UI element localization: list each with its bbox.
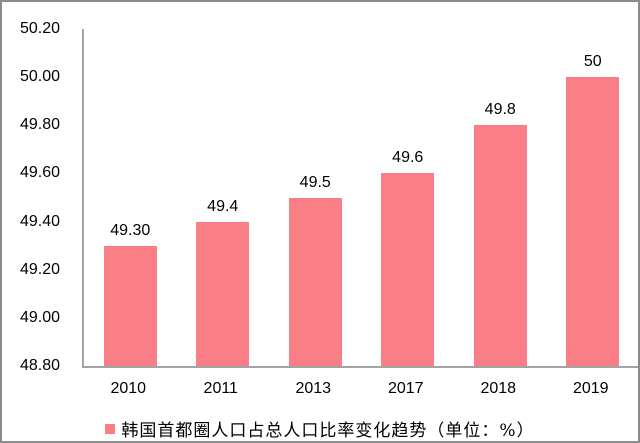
legend-swatch-icon	[105, 423, 116, 434]
bar-2017	[381, 173, 435, 366]
y-tick-label: 49.60	[19, 164, 60, 182]
legend-label: 韩国首都圈人口占总人口比率变化趋势（单位：%）	[121, 421, 535, 441]
bar-value-label: 49.4	[207, 197, 239, 215]
bar-2010	[103, 245, 157, 366]
y-tick-label: 50.00	[19, 68, 60, 86]
y-tick-label: 49.40	[19, 212, 60, 230]
y-tick-label: 49.80	[19, 116, 60, 134]
y-tick-label: 50.20	[19, 20, 60, 37]
bar-value-label: 49.30	[110, 221, 151, 239]
y-tick-label: 49.00	[19, 308, 60, 326]
bar-value-label: 49.5	[299, 173, 331, 191]
bar-value-label: 49.8	[484, 101, 516, 119]
bar-2018	[473, 125, 527, 366]
x-tick-label-2013: 2013	[295, 380, 332, 397]
bar-value-label: 50	[583, 53, 602, 71]
x-tick-label-2010: 2010	[110, 380, 147, 397]
bar-2011	[196, 221, 250, 366]
bar-2019	[566, 77, 620, 366]
x-tick-label-2011: 2011	[203, 380, 238, 397]
bar-value-label: 49.6	[392, 149, 424, 167]
x-tick-label-2019: 2019	[572, 380, 609, 397]
plot-area: 49.30 49.4 49.5 49.6 49.8 50	[82, 29, 638, 368]
x-tick-label-2017: 2017	[387, 380, 424, 397]
bar-2013	[288, 197, 342, 366]
legend: 韩国首都圈人口占总人口比率变化趋势（单位：%）	[2, 416, 638, 441]
y-tick-label: 48.80	[19, 357, 60, 374]
y-tick-label: 49.20	[19, 260, 60, 278]
x-tick-label-2018: 2018	[480, 380, 517, 397]
